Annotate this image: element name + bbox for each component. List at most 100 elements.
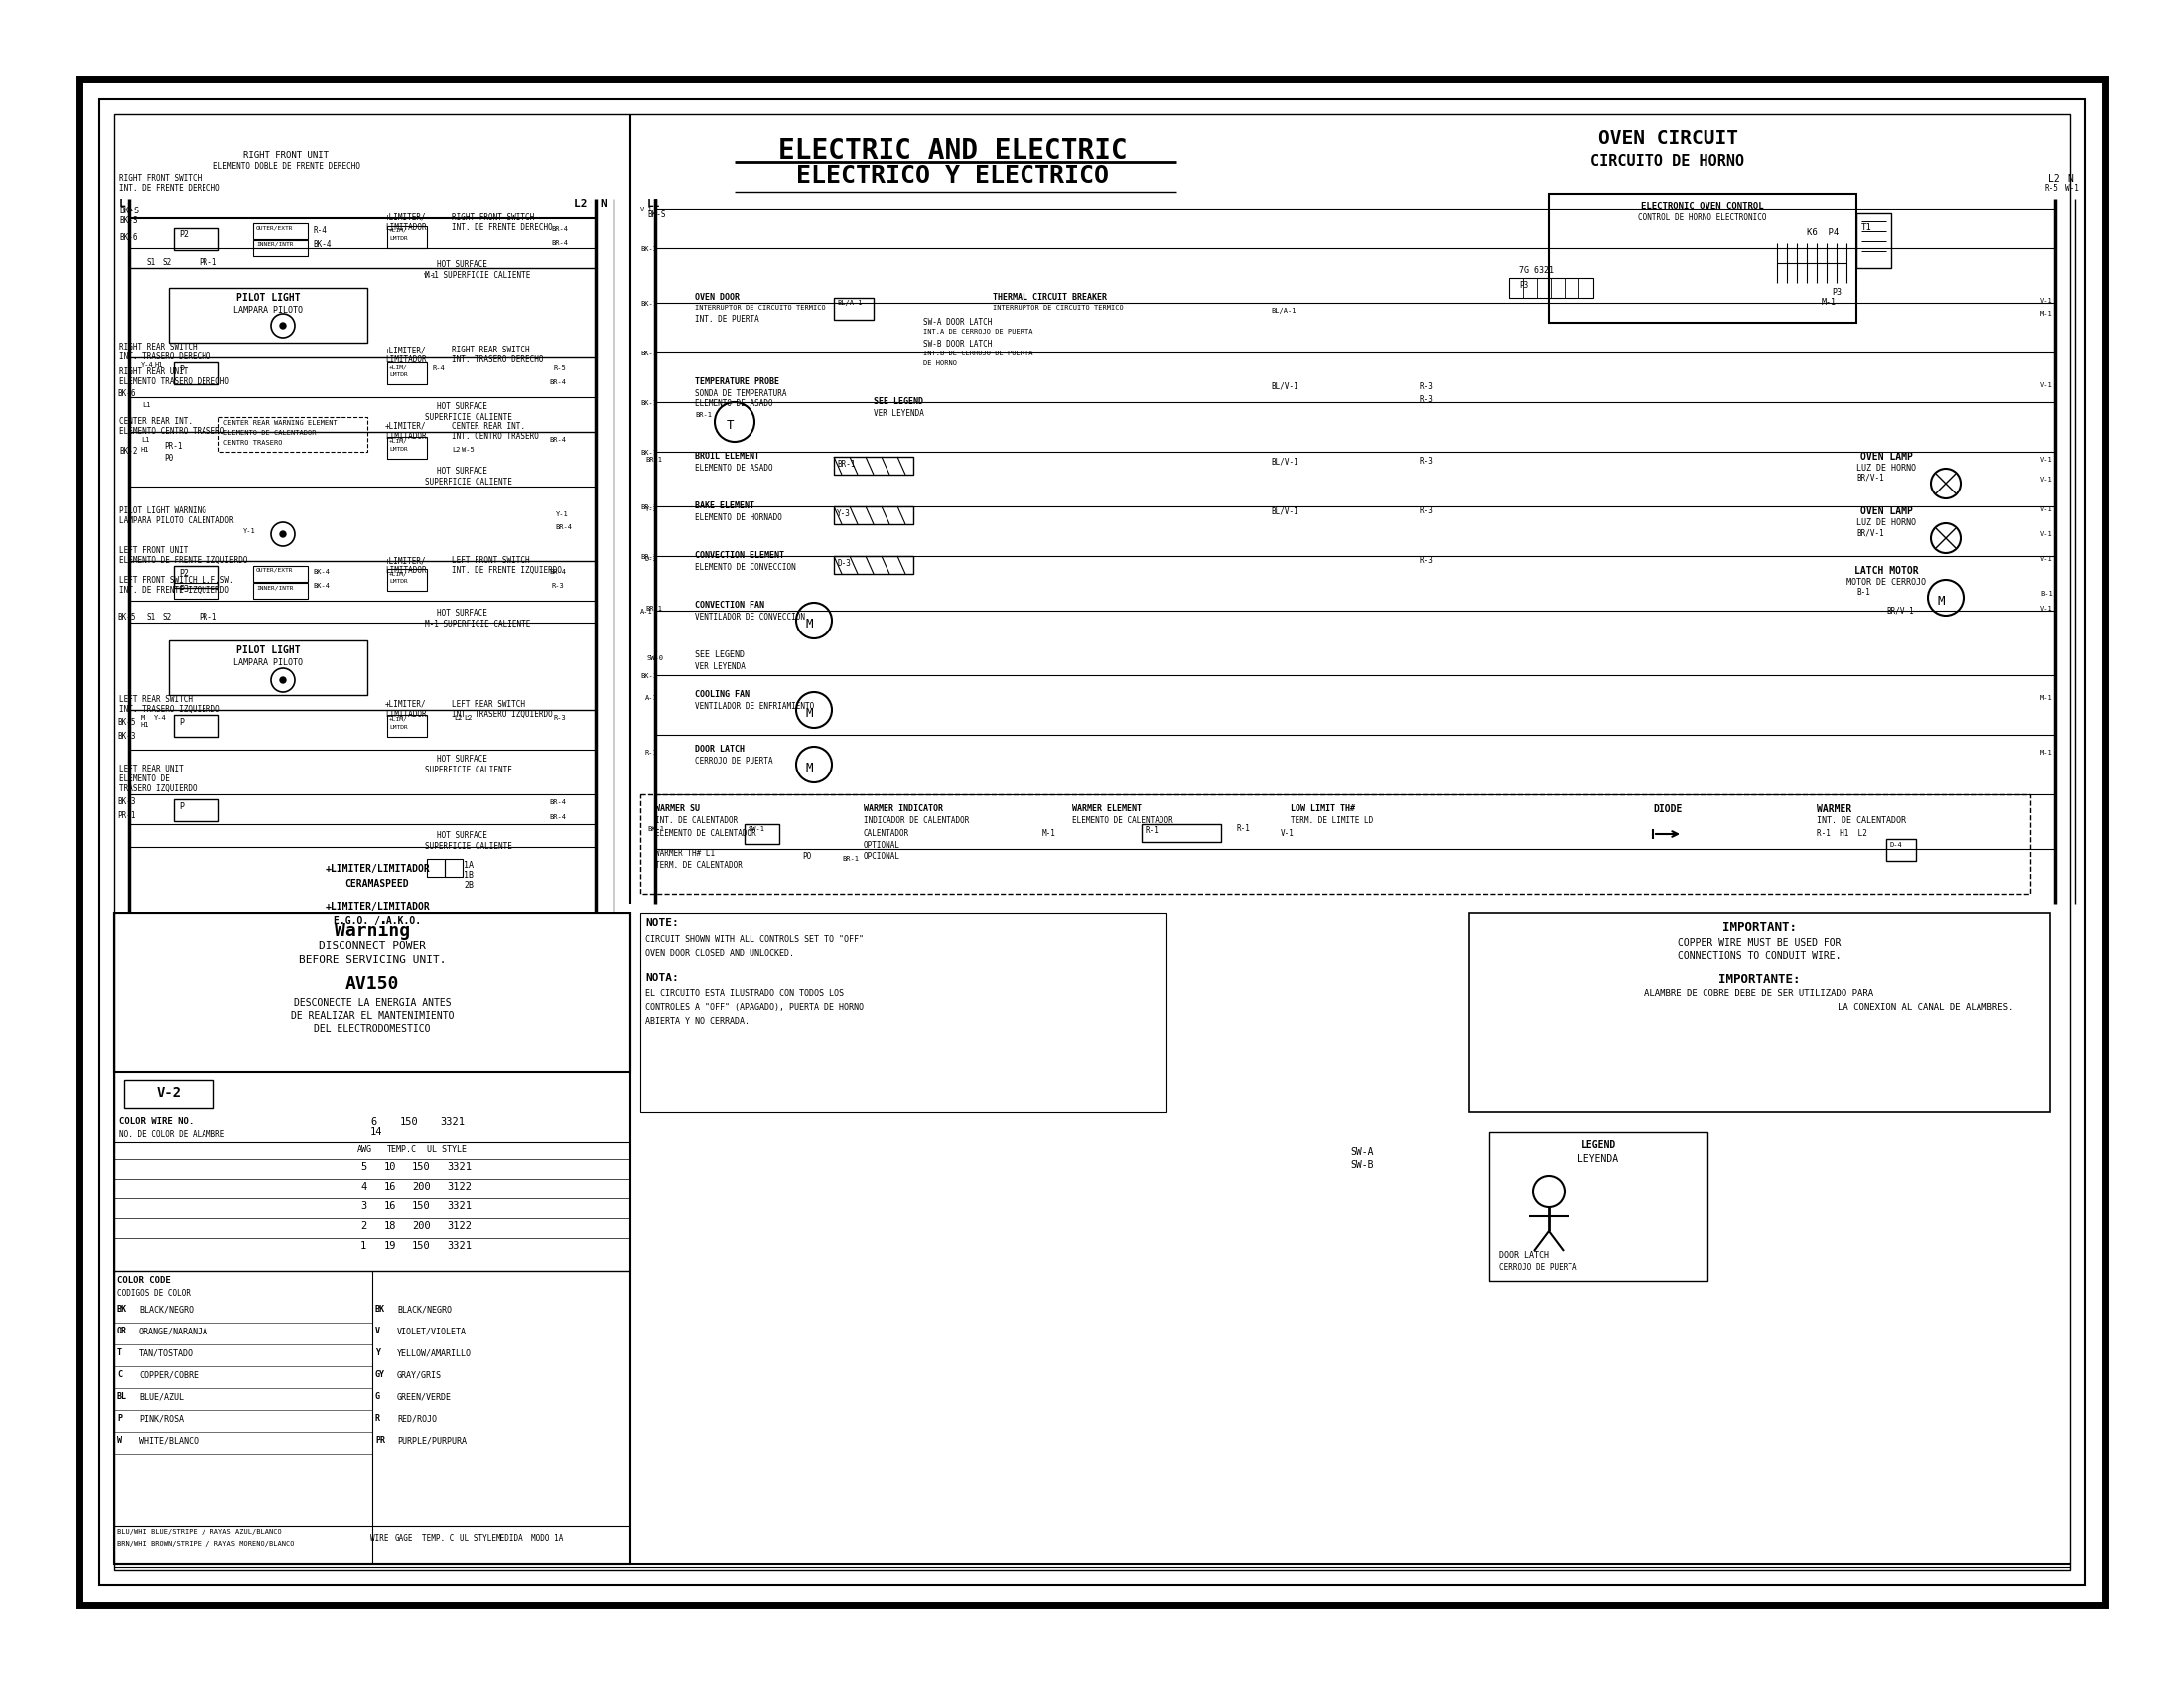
Text: BK: BK: [376, 1305, 384, 1314]
Text: LEYENDA: LEYENDA: [1577, 1154, 1618, 1164]
Text: BK-2: BK-2: [120, 446, 138, 456]
Text: BR/V-1: BR/V-1: [1887, 606, 1913, 615]
Text: BLACK/NEGRO: BLACK/NEGRO: [140, 1305, 194, 1314]
Text: S2: S2: [162, 613, 170, 621]
Text: R-3: R-3: [1420, 396, 1433, 404]
Text: OVEN CIRCUIT: OVEN CIRCUIT: [1599, 130, 1738, 148]
Text: W-1: W-1: [2064, 184, 2079, 192]
Text: R-1: R-1: [1144, 827, 1158, 835]
Text: PR-1: PR-1: [199, 258, 216, 268]
Text: VER LEYENDA: VER LEYENDA: [695, 662, 745, 672]
Text: BROIL ELEMENT: BROIL ELEMENT: [695, 451, 760, 461]
Text: H1: H1: [142, 446, 149, 453]
Text: BEFORE SERVICING UNIT.: BEFORE SERVICING UNIT.: [299, 955, 446, 965]
Text: COPPER/COBRE: COPPER/COBRE: [140, 1371, 199, 1379]
Text: OVEN DOOR: OVEN DOOR: [695, 293, 740, 301]
Text: ELEMENTO CENTRO TRASERO: ELEMENTO CENTRO TRASERO: [120, 428, 225, 436]
Text: BK-5: BK-5: [118, 717, 135, 727]
Text: PR-1: PR-1: [118, 812, 135, 820]
Text: ELEMENTO DE ASADO: ELEMENTO DE ASADO: [695, 399, 773, 408]
Text: NOTA:: NOTA:: [644, 973, 679, 983]
Text: ELEMENTO DE CALENTADOR: ELEMENTO DE CALENTADOR: [1072, 817, 1173, 825]
Bar: [1489, 1132, 1708, 1282]
Text: V-1: V-1: [2040, 298, 2053, 303]
Text: L2: L2: [2049, 173, 2060, 184]
Bar: [168, 640, 367, 695]
Text: V: V: [376, 1327, 380, 1335]
Text: YELLOW/AMARILLO: YELLOW/AMARILLO: [397, 1349, 472, 1357]
Bar: [640, 795, 2031, 894]
Bar: [1509, 278, 1594, 298]
Text: TEMPERATURE PROBE: TEMPERATURE PROBE: [695, 377, 780, 386]
Text: BR-1: BR-1: [640, 505, 657, 510]
Text: HOT SURFACE: HOT SURFACE: [437, 402, 487, 411]
Text: M: M: [806, 707, 812, 719]
Text: 150: 150: [413, 1201, 430, 1211]
Text: M-1: M-1: [2040, 749, 2053, 756]
Text: BR-1: BR-1: [695, 413, 712, 418]
Bar: [834, 456, 913, 475]
Text: R-3: R-3: [1420, 507, 1433, 515]
Text: CONTROLES A "OFF" (APAGADO), PUERTA DE HORNO: CONTROLES A "OFF" (APAGADO), PUERTA DE H…: [644, 1004, 863, 1012]
Text: SW-B: SW-B: [1350, 1160, 1374, 1170]
Text: MEDIDA: MEDIDA: [496, 1534, 524, 1543]
Text: R-3: R-3: [553, 716, 566, 721]
Text: 18: 18: [384, 1221, 397, 1231]
Text: PILOT LIGHT: PILOT LIGHT: [236, 645, 299, 655]
Bar: [387, 362, 426, 384]
Text: P0: P0: [164, 453, 173, 463]
Text: V-1: V-1: [2040, 507, 2053, 512]
Bar: [253, 566, 308, 583]
Text: PR: PR: [376, 1436, 384, 1445]
Text: ELEMENTO DE CALENTADOR: ELEMENTO DE CALENTADOR: [223, 429, 317, 436]
Text: M: M: [142, 716, 144, 721]
Text: BK-1: BK-1: [640, 301, 657, 306]
Text: SW-A DOOR LATCH: SW-A DOOR LATCH: [924, 318, 992, 327]
Text: VIOLET/VIOLETA: VIOLET/VIOLETA: [397, 1327, 467, 1335]
Text: AWG: AWG: [358, 1145, 371, 1154]
Bar: [168, 288, 367, 342]
Text: LMTDR: LMTDR: [389, 446, 408, 451]
Text: 150: 150: [413, 1162, 430, 1172]
Text: CENTRO TRASERO: CENTRO TRASERO: [223, 440, 282, 446]
Text: 200: 200: [413, 1221, 430, 1231]
Text: ELEMENTO DOBLE DE FRENTE DERECHO: ELEMENTO DOBLE DE FRENTE DERECHO: [214, 162, 360, 170]
Text: +LIMITER/: +LIMITER/: [384, 556, 426, 564]
Text: CONNECTIONS TO CONDUIT WIRE.: CONNECTIONS TO CONDUIT WIRE.: [1677, 951, 1841, 962]
Text: SW-A: SW-A: [1350, 1147, 1374, 1157]
Text: PURPLE/PURPURA: PURPLE/PURPURA: [397, 1436, 467, 1445]
Text: V-1: V-1: [2040, 606, 2053, 611]
Text: +LIM/: +LIM/: [389, 440, 408, 445]
Text: R-4: R-4: [432, 365, 446, 372]
Bar: [114, 913, 631, 1564]
Text: SONDA DE TEMPERATURA: SONDA DE TEMPERATURA: [695, 389, 786, 397]
Text: BR-4: BR-4: [548, 569, 566, 574]
Text: V-1: V-1: [2040, 477, 2053, 483]
Text: ELECTRONIC OVEN CONTROL: ELECTRONIC OVEN CONTROL: [1640, 202, 1765, 210]
Text: L1: L1: [646, 199, 660, 209]
Text: LEFT REAR SWITCH: LEFT REAR SWITCH: [452, 701, 524, 709]
Bar: [124, 1081, 214, 1108]
Text: BL/A-1: BL/A-1: [1271, 308, 1295, 313]
Text: LEFT FRONT SWITCH L.F.SW.: LEFT FRONT SWITCH L.F.SW.: [120, 576, 234, 584]
Text: BK-3: BK-3: [640, 246, 657, 253]
Text: R-1: R-1: [644, 749, 657, 756]
Text: TEMP. C: TEMP. C: [422, 1534, 454, 1543]
Text: INTERRUPTOR DE CIRCUITO TERMICO: INTERRUPTOR DE CIRCUITO TERMICO: [994, 305, 1123, 312]
Text: BK-3: BK-3: [118, 733, 135, 741]
Text: H1: H1: [153, 362, 162, 369]
Text: S1: S1: [146, 258, 155, 268]
Text: PO: PO: [802, 852, 810, 861]
Text: T1: T1: [1861, 224, 1872, 232]
Text: WARMER TH# L1: WARMER TH# L1: [655, 849, 714, 857]
Text: WARMER ELEMENT: WARMER ELEMENT: [1072, 805, 1142, 813]
Text: WHITE/BLANCO: WHITE/BLANCO: [140, 1436, 199, 1445]
Text: P: P: [179, 717, 183, 727]
Text: G: G: [376, 1393, 380, 1401]
Bar: [175, 566, 218, 588]
Bar: [175, 583, 218, 600]
Text: +LIMITER/LIMITADOR: +LIMITER/LIMITADOR: [325, 901, 430, 911]
Text: M: M: [806, 761, 812, 775]
Text: DE REALIZAR EL MANTENIMIENTO: DE REALIZAR EL MANTENIMIENTO: [290, 1010, 454, 1021]
Text: OVEN LAMP: OVEN LAMP: [1861, 507, 1913, 517]
